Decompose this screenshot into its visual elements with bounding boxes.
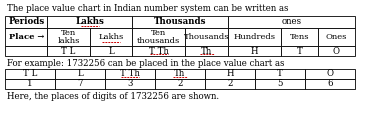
Bar xyxy=(281,46,318,56)
Bar xyxy=(132,28,185,46)
Text: T L: T L xyxy=(61,47,76,55)
Bar xyxy=(318,46,355,56)
Text: Lakhs: Lakhs xyxy=(76,18,104,26)
Text: O: O xyxy=(333,47,340,55)
Text: 2: 2 xyxy=(227,79,233,88)
Bar xyxy=(132,46,185,56)
Bar xyxy=(5,46,47,56)
Text: Periods: Periods xyxy=(8,18,44,26)
Text: T: T xyxy=(277,70,283,79)
Bar xyxy=(90,46,132,56)
Text: Thousands: Thousands xyxy=(184,33,229,41)
Bar xyxy=(305,79,355,89)
Bar xyxy=(185,46,228,56)
Bar xyxy=(47,46,90,56)
Bar xyxy=(5,16,47,28)
Bar xyxy=(228,28,281,46)
Bar xyxy=(5,69,55,79)
Text: ones: ones xyxy=(281,18,301,26)
Text: Th: Th xyxy=(174,70,186,79)
Text: Ten
lakhs: Ten lakhs xyxy=(57,29,80,45)
Bar xyxy=(155,69,205,79)
Bar xyxy=(105,79,155,89)
Bar xyxy=(255,79,305,89)
Text: The place value chart in Indian number system can be written as: The place value chart in Indian number s… xyxy=(7,4,288,13)
Text: For example: 1732256 can be placed in the place value chart as: For example: 1732256 can be placed in th… xyxy=(7,59,284,68)
Text: Thousands: Thousands xyxy=(154,18,206,26)
Bar xyxy=(5,79,55,89)
Text: 6: 6 xyxy=(327,79,333,88)
Text: T L: T L xyxy=(23,70,37,79)
Bar xyxy=(105,69,155,79)
Text: L: L xyxy=(77,70,83,79)
Bar xyxy=(318,28,355,46)
Bar xyxy=(47,16,132,28)
Bar xyxy=(90,28,132,46)
Text: Ones: Ones xyxy=(326,33,347,41)
Bar xyxy=(228,16,355,28)
Bar xyxy=(228,46,281,56)
Text: Hundreds: Hundreds xyxy=(233,33,275,41)
Text: Th: Th xyxy=(201,47,212,55)
Text: 7: 7 xyxy=(77,79,83,88)
Text: O: O xyxy=(327,70,334,79)
Bar xyxy=(205,79,255,89)
Bar xyxy=(5,28,47,46)
Text: Ten
thousands: Ten thousands xyxy=(137,29,180,45)
Text: 2: 2 xyxy=(177,79,183,88)
Text: T Th: T Th xyxy=(149,47,169,55)
Bar xyxy=(281,28,318,46)
Bar xyxy=(205,69,255,79)
Bar xyxy=(47,28,90,46)
Text: Tens: Tens xyxy=(289,33,309,41)
Bar xyxy=(305,69,355,79)
Text: 3: 3 xyxy=(127,79,133,88)
Text: 5: 5 xyxy=(277,79,283,88)
Text: T: T xyxy=(296,47,302,55)
Text: T Th: T Th xyxy=(120,70,140,79)
Text: Lakhs: Lakhs xyxy=(99,33,124,41)
Bar xyxy=(255,69,305,79)
Bar xyxy=(132,16,228,28)
Text: Here, the places of digits of 1732256 are shown.: Here, the places of digits of 1732256 ar… xyxy=(7,92,219,101)
Text: 1: 1 xyxy=(27,79,33,88)
Bar xyxy=(55,79,105,89)
Bar xyxy=(185,28,228,46)
Text: H: H xyxy=(226,70,234,79)
Bar xyxy=(155,79,205,89)
Bar xyxy=(55,69,105,79)
Text: L: L xyxy=(108,47,114,55)
Text: Place →: Place → xyxy=(8,33,44,41)
Text: H: H xyxy=(250,47,258,55)
